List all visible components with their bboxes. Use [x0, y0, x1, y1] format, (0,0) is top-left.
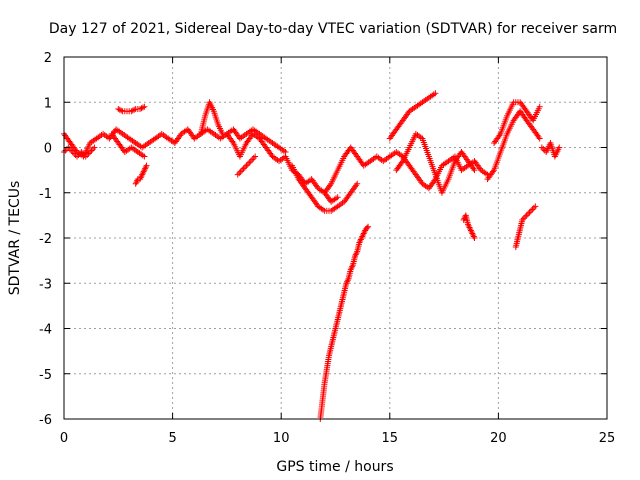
data-point	[532, 203, 539, 210]
series-pass-f	[197, 99, 226, 137]
grid-lines	[64, 57, 607, 419]
y-tick-label: -1	[39, 187, 52, 202]
y-tick-label: -6	[39, 413, 52, 428]
series-pass-m	[393, 130, 478, 196]
series-pass-d	[108, 130, 148, 160]
x-tick-label: 5	[168, 431, 176, 446]
axis-ticks	[63, 56, 608, 420]
data-point	[471, 235, 478, 241]
series-pass-r	[538, 139, 563, 160]
data-point	[556, 144, 563, 151]
data-point	[139, 104, 146, 111]
data-points	[61, 90, 563, 422]
series-pass-e	[132, 162, 150, 187]
chart-title: Day 127 of 2021, Sidereal Day-to-day VTE…	[49, 21, 617, 37]
data-point	[141, 153, 148, 160]
data-point	[536, 103, 543, 110]
data-point	[252, 153, 259, 160]
data-point	[141, 103, 148, 110]
y-tick-label: -5	[39, 368, 52, 383]
data-point	[365, 223, 372, 230]
y-tick-label: 2	[44, 51, 52, 66]
series-pass-a	[61, 126, 289, 160]
y-axis-label: SDTVAR / TECUs	[7, 181, 23, 296]
y-tick-label: 0	[44, 142, 52, 157]
data-point	[432, 90, 439, 97]
data-point	[131, 106, 138, 113]
y-tick-labels: 2 1 0 -1 -2 -3 -4 -5 -6	[39, 51, 52, 428]
y-tick-label: 1	[44, 96, 52, 111]
data-point	[91, 144, 98, 151]
data-point	[536, 135, 543, 142]
series-pass-n	[460, 212, 478, 241]
data-point	[354, 180, 361, 187]
y-tick-label: -4	[39, 323, 52, 338]
series-pass-q	[512, 203, 539, 251]
series-pass-o	[484, 108, 543, 183]
series-pass-h	[234, 153, 259, 178]
x-tick-label: 15	[382, 431, 399, 446]
data-point	[118, 107, 125, 114]
x-tick-label: 10	[273, 431, 290, 446]
data-point	[334, 194, 341, 201]
data-point	[363, 224, 370, 231]
y-tick-label: -2	[39, 232, 52, 247]
x-tick-label: 25	[599, 431, 616, 446]
series-pass-k	[321, 144, 491, 196]
series-pass-l	[386, 90, 439, 142]
x-axis-label: GPS time / hours	[276, 459, 393, 475]
x-tick-labels: 0 5 10 15 20 25	[60, 431, 615, 446]
series-pass-i	[289, 162, 361, 214]
data-point	[471, 167, 478, 174]
x-tick-label: 20	[490, 431, 507, 446]
series-pass-c	[115, 103, 148, 115]
y-tick-label: -3	[39, 277, 52, 292]
data-point	[143, 162, 150, 169]
series-pass-p	[491, 99, 543, 146]
x-tick-label: 0	[60, 431, 68, 446]
series-pass-j	[317, 223, 372, 422]
